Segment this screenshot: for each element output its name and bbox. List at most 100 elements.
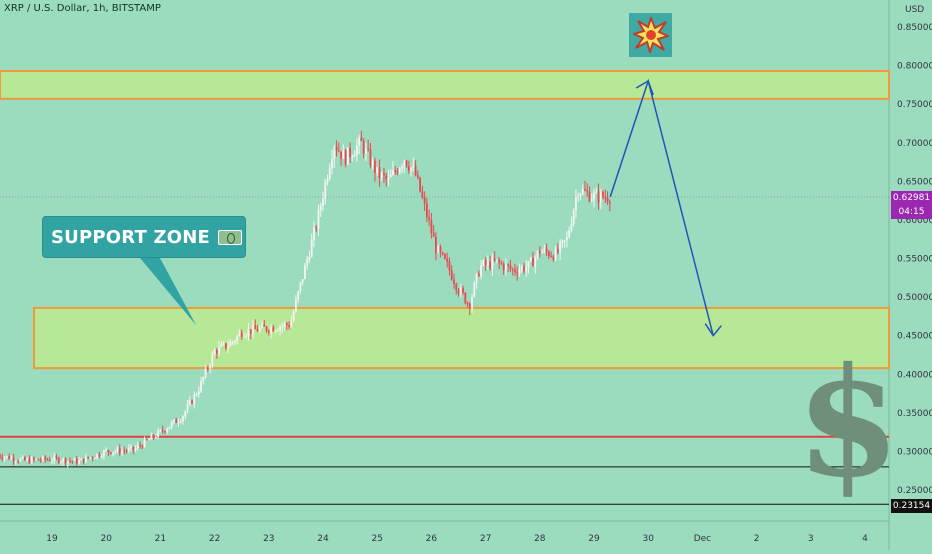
candle-body — [96, 453, 99, 458]
candle-body — [322, 198, 324, 207]
x-tick-label: 25 — [371, 534, 382, 544]
candle-body — [396, 171, 399, 174]
candle-body — [444, 254, 446, 259]
candle-body — [299, 282, 302, 292]
candle-body — [523, 266, 525, 272]
candle-body — [475, 273, 478, 283]
candle-body — [328, 168, 331, 179]
candle-body — [516, 272, 519, 274]
candle-body — [552, 256, 555, 260]
candle-body — [265, 326, 268, 331]
candle-body — [331, 158, 333, 169]
candle-body — [365, 148, 367, 154]
candle-body — [550, 256, 552, 258]
support-callout-pointer — [140, 258, 196, 325]
y-tick-label: 0.85000 — [897, 23, 932, 33]
candle-body — [197, 391, 200, 395]
candle-body — [42, 456, 44, 461]
candle-body — [527, 261, 530, 268]
candle-body — [0, 455, 1, 458]
candle-body — [317, 210, 320, 229]
candle-body — [507, 264, 510, 266]
candle-body — [12, 457, 15, 462]
candle-body — [340, 151, 342, 159]
candle-body — [342, 150, 345, 159]
y-tick-label: 0.40000 — [897, 370, 932, 380]
candle-body — [166, 429, 169, 432]
x-tick-label: 26 — [426, 534, 438, 544]
candle-body — [105, 449, 108, 451]
candle-body — [254, 325, 257, 330]
candle-body — [380, 173, 383, 178]
candle-body — [392, 170, 394, 175]
candle-body — [493, 258, 496, 261]
currency-label: USD — [905, 5, 925, 15]
y-tick-label: 0.70000 — [897, 139, 932, 149]
countdown-tag: 04:15 — [891, 205, 932, 219]
candle-body — [211, 354, 214, 366]
candle-body — [575, 197, 577, 210]
candle-body — [412, 166, 415, 168]
candle-body — [556, 248, 559, 253]
candle-body — [159, 429, 162, 431]
candle-body — [87, 456, 90, 459]
candle-body — [423, 197, 426, 204]
candle-body — [222, 343, 225, 345]
y-tick-label: 0.30000 — [897, 447, 932, 457]
candle-body — [432, 232, 435, 237]
candle-body — [37, 459, 40, 461]
candle-body — [473, 282, 476, 297]
candle-body — [200, 380, 202, 392]
candle-body — [100, 456, 103, 458]
candle-body — [5, 456, 8, 458]
candle-body — [26, 458, 29, 461]
candle-body — [57, 457, 60, 463]
candle-body — [584, 189, 586, 191]
candle-body — [130, 446, 132, 449]
candle-body — [547, 251, 550, 257]
candle-body — [53, 456, 56, 461]
candle-body — [134, 448, 137, 451]
candle-body — [123, 450, 126, 452]
candle-body — [554, 248, 557, 260]
candle-body — [247, 329, 250, 336]
candle-body — [482, 260, 485, 266]
candle-body — [383, 173, 385, 176]
x-tick-label: 24 — [317, 534, 329, 544]
candle-body — [109, 452, 112, 454]
candle-body — [378, 167, 381, 178]
candle-body — [170, 422, 173, 427]
candle-body — [439, 246, 442, 253]
candle-body — [471, 296, 473, 309]
x-tick-label: 20 — [100, 534, 112, 544]
candle-body — [116, 448, 119, 452]
candle-body — [17, 461, 20, 463]
candle-body — [568, 230, 571, 237]
candle-body — [30, 457, 33, 464]
candle-body — [107, 449, 110, 453]
candle-body — [44, 456, 47, 460]
candle-body — [267, 330, 270, 333]
dollar-symbol: $ — [796, 335, 901, 511]
support-zone — [33, 306, 890, 370]
candle-body — [353, 155, 356, 157]
candle-body — [295, 299, 297, 312]
candle-body — [240, 332, 243, 337]
candle-body — [39, 460, 42, 462]
candle-body — [270, 327, 272, 333]
candle-body — [114, 451, 117, 453]
candle-body — [511, 268, 514, 270]
candle-body — [143, 439, 146, 448]
y-tick-label: 0.50000 — [897, 293, 932, 303]
candle-body — [464, 292, 467, 304]
candle-body — [206, 368, 209, 370]
candle-body — [532, 257, 534, 267]
candle-body — [602, 192, 604, 198]
candle-body — [64, 458, 67, 464]
x-tick-label: 27 — [480, 534, 491, 544]
candle-body — [186, 404, 189, 412]
candle-body — [590, 199, 593, 202]
x-tick-label: 3 — [808, 534, 814, 544]
